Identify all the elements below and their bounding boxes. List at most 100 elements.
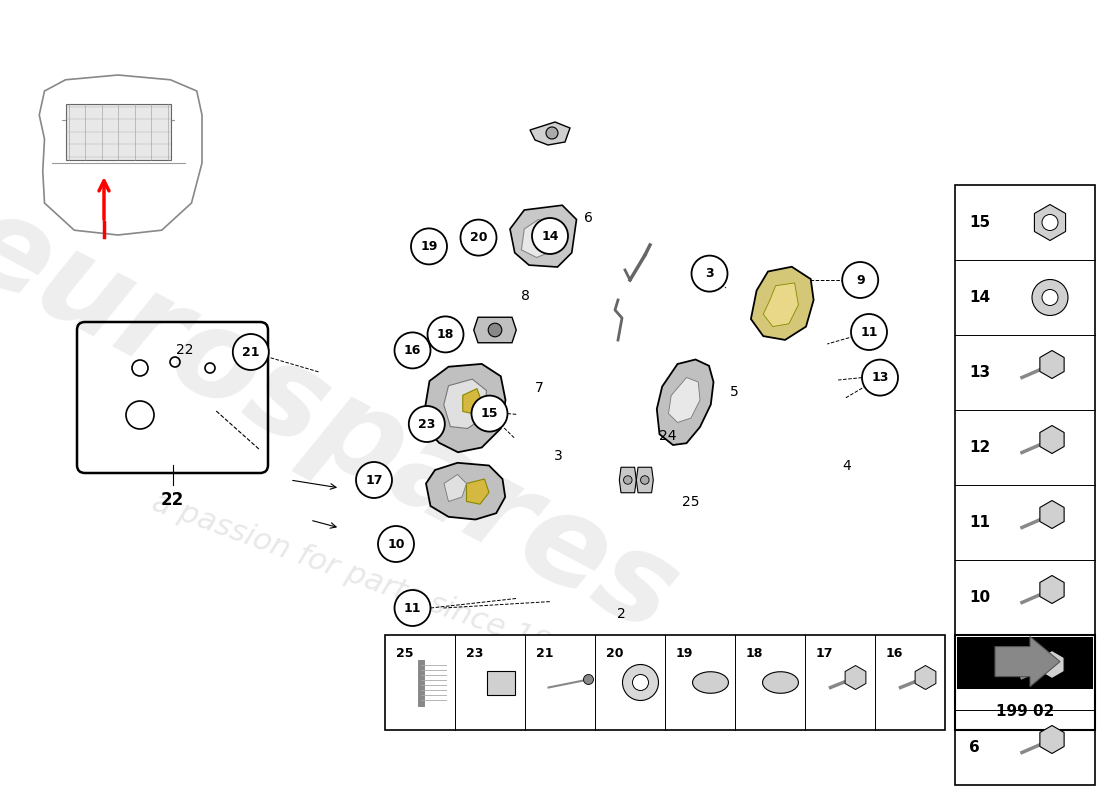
Circle shape [488,323,502,337]
Circle shape [1042,290,1058,306]
Circle shape [632,674,649,690]
Text: 11: 11 [969,515,990,530]
Text: 199 02: 199 02 [996,703,1054,718]
Text: 2: 2 [617,607,626,622]
Text: 13: 13 [871,371,889,384]
Text: 23: 23 [466,647,483,660]
Circle shape [461,219,496,256]
Polygon shape [425,364,506,452]
Text: 13: 13 [969,365,990,380]
Polygon shape [751,266,814,340]
Polygon shape [657,359,714,445]
Text: 6: 6 [584,210,593,225]
Circle shape [356,462,392,498]
Polygon shape [443,379,486,429]
Text: 11: 11 [860,326,878,338]
Polygon shape [1040,726,1064,754]
Polygon shape [463,389,482,414]
Polygon shape [1040,575,1064,603]
Circle shape [450,678,485,714]
Circle shape [1042,214,1058,230]
Text: 6: 6 [969,740,980,755]
Polygon shape [636,467,653,493]
Polygon shape [1040,350,1064,378]
Polygon shape [530,122,570,145]
Text: 25: 25 [682,495,700,510]
Circle shape [640,476,649,484]
Text: 12: 12 [969,440,990,455]
Text: 22: 22 [176,342,194,357]
Text: 18: 18 [746,647,763,660]
Text: 19: 19 [420,240,438,253]
Circle shape [546,127,558,139]
Polygon shape [474,318,516,342]
Text: 17: 17 [365,474,383,486]
Text: eurospares: eurospares [0,181,697,659]
Circle shape [1032,279,1068,315]
Bar [955,185,1094,785]
Circle shape [532,218,568,254]
Text: 22: 22 [161,491,184,509]
Text: 25: 25 [396,647,414,660]
Text: 19: 19 [675,647,693,660]
Circle shape [623,665,659,701]
Polygon shape [1040,501,1064,529]
Polygon shape [619,467,636,493]
Bar [486,670,515,694]
Polygon shape [915,666,936,690]
Circle shape [624,476,632,484]
Circle shape [583,674,594,685]
Circle shape [395,590,430,626]
Text: 14: 14 [541,230,559,242]
Circle shape [472,396,507,432]
Polygon shape [426,462,505,519]
Text: 10: 10 [387,538,405,550]
Bar [957,637,1093,690]
Circle shape [411,229,447,264]
Text: 10: 10 [969,590,990,605]
Polygon shape [762,672,799,694]
Polygon shape [1040,650,1064,678]
Text: 20: 20 [606,647,624,660]
Bar [66,104,170,160]
Text: 12: 12 [459,690,476,702]
Text: 1: 1 [620,683,629,698]
Text: a passion for parts since 1985: a passion for parts since 1985 [148,487,592,673]
Polygon shape [521,219,558,258]
Polygon shape [466,479,490,504]
Text: 3: 3 [705,267,714,280]
Circle shape [851,314,887,350]
Text: 23: 23 [418,418,436,430]
Polygon shape [845,666,866,690]
Text: 8: 8 [521,289,530,303]
Text: 3: 3 [554,449,563,463]
Polygon shape [996,637,1060,686]
Bar [955,635,1094,730]
Text: 5: 5 [730,385,739,399]
Polygon shape [693,672,728,694]
Text: 16: 16 [404,344,421,357]
Circle shape [428,316,463,352]
Text: 24: 24 [659,429,676,443]
Polygon shape [669,378,700,422]
Polygon shape [1040,426,1064,454]
Text: 11: 11 [404,602,421,614]
Polygon shape [763,283,799,326]
Text: 9: 9 [856,274,865,286]
Text: 14: 14 [969,290,990,305]
Text: 20: 20 [470,231,487,244]
Polygon shape [444,474,466,502]
Text: 21: 21 [536,647,553,660]
Text: 17: 17 [816,647,834,660]
Text: 7: 7 [535,381,543,395]
Circle shape [409,406,444,442]
Text: 4: 4 [843,459,851,474]
Circle shape [378,526,414,562]
Text: 21: 21 [242,346,260,358]
Circle shape [862,359,898,395]
Text: 15: 15 [969,215,990,230]
Circle shape [395,333,430,368]
Circle shape [692,256,727,292]
Circle shape [843,262,878,298]
Text: 9: 9 [969,665,980,680]
